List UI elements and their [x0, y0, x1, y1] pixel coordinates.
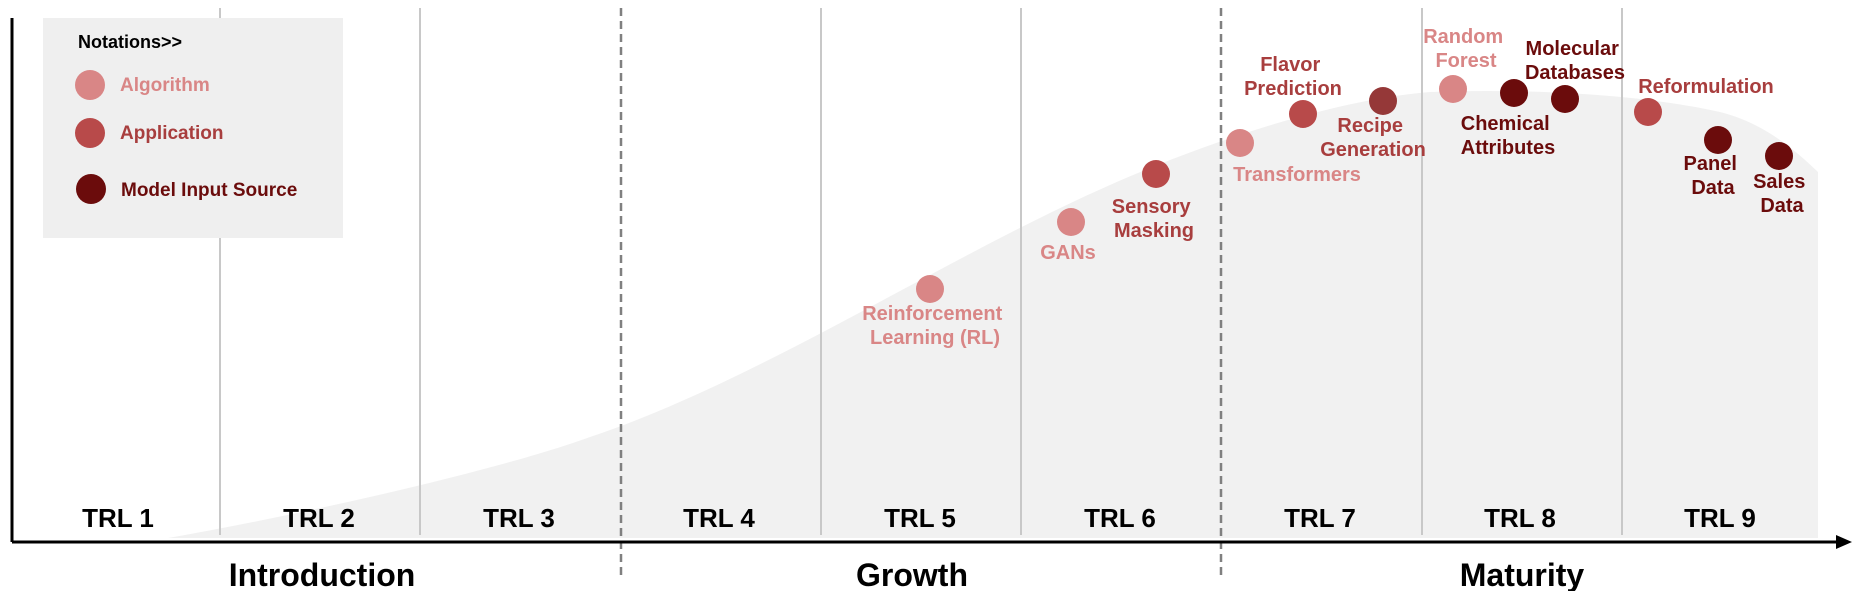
trl-label: TRL 8 — [1484, 503, 1556, 533]
label-line: Recipe — [1337, 115, 1403, 137]
axes — [10, 18, 1852, 549]
trl-label: TRL 2 — [283, 503, 355, 533]
x-axis-arrowhead — [1836, 535, 1852, 549]
node-sales-data-label: Sales Data — [1753, 171, 1811, 217]
label-line: Learning (RL) — [870, 327, 1000, 349]
trl-label: TRL 5 — [884, 503, 956, 533]
phase-label-growth: Growth — [856, 557, 968, 591]
trl-label: TRL 6 — [1084, 503, 1156, 533]
legend-box: Notations>> Algorithm Application Model … — [43, 18, 343, 238]
node-chemical-attributes-dot — [1500, 79, 1528, 107]
label-line: Flavor — [1260, 54, 1320, 76]
label-line: Databases — [1525, 62, 1625, 84]
trl-label: TRL 9 — [1684, 503, 1756, 533]
label-line: GANs — [1040, 242, 1096, 264]
node-sensory-masking-label: Sensory Masking — [1112, 196, 1197, 242]
node-reinforcement-learning-label: Reinforcement Learning (RL) — [862, 303, 1008, 349]
node-panel-data-label: Panel Data — [1684, 153, 1743, 199]
label-line: Transformers — [1233, 164, 1361, 186]
label-line: Masking — [1114, 220, 1194, 242]
trl-labels: TRL 1 TRL 2 TRL 3 TRL 4 TRL 5 TRL 6 TRL … — [82, 503, 1756, 533]
legend-application-label: Application — [120, 123, 223, 144]
label-line: Sensory — [1112, 196, 1192, 218]
legend-application-marker — [75, 118, 105, 148]
label-line: Data — [1691, 177, 1735, 199]
technology-nodes: Reinforcement Learning (RL) GANs Sensory… — [862, 26, 1811, 349]
node-flavor-prediction-label: Flavor Prediction — [1244, 54, 1342, 100]
node-sales-data-dot — [1765, 142, 1793, 170]
trl-label: TRL 3 — [483, 503, 555, 533]
legend-title: Notations>> — [78, 32, 182, 52]
label-line: Molecular — [1526, 38, 1620, 60]
node-gans-dot — [1057, 208, 1085, 236]
legend-model-input-source-label: Model Input Source — [121, 180, 297, 201]
label-line: Reinforcement — [862, 303, 1002, 325]
node-sensory-masking-dot — [1142, 160, 1170, 188]
node-chemical-attributes-label: Chemical Attributes — [1461, 113, 1556, 159]
trl-label: TRL 4 — [683, 503, 755, 533]
node-recipe-generation-dot — [1369, 87, 1397, 115]
adoption-curve-area — [168, 90, 1818, 539]
node-recipe-generation-label: Recipe Generation — [1320, 115, 1426, 161]
phase-labels: Introduction Growth Maturity — [229, 557, 1585, 591]
node-reformulation-dot — [1634, 98, 1662, 126]
label-line: Sales — [1753, 171, 1805, 193]
trl-label: TRL 7 — [1284, 503, 1356, 533]
node-molecular-databases-dot — [1551, 85, 1579, 113]
label-line: Forest — [1435, 50, 1496, 72]
node-reformulation-label: Reformulation — [1638, 76, 1774, 98]
node-gans-label: GANs — [1040, 242, 1096, 264]
label-line: Reformulation — [1638, 76, 1774, 98]
label-line: Attributes — [1461, 137, 1555, 159]
phase-dividers — [619, 8, 1223, 575]
phase-label-introduction: Introduction — [229, 557, 416, 591]
trl-label: TRL 1 — [82, 503, 154, 533]
node-random-forest-label: Random Forest — [1423, 26, 1509, 72]
label-line: Data — [1760, 195, 1804, 217]
label-line: Generation — [1320, 139, 1426, 161]
label-line: Random — [1423, 26, 1503, 48]
legend-algorithm-label: Algorithm — [120, 75, 210, 96]
legend-model-input-source-marker — [76, 174, 106, 204]
node-random-forest-dot — [1439, 75, 1467, 103]
label-line: Prediction — [1244, 78, 1342, 100]
node-panel-data-dot — [1704, 126, 1732, 154]
legend-algorithm-marker — [75, 70, 105, 100]
phase-label-maturity: Maturity — [1460, 557, 1585, 591]
node-transformers-label: Transformers — [1233, 164, 1361, 186]
label-line: Chemical — [1461, 113, 1550, 135]
node-reinforcement-learning-dot — [916, 275, 944, 303]
label-line: Panel — [1684, 153, 1737, 175]
node-flavor-prediction-dot — [1289, 100, 1317, 128]
node-molecular-databases-label: Molecular Databases — [1525, 38, 1625, 84]
node-transformers-dot — [1226, 129, 1254, 157]
